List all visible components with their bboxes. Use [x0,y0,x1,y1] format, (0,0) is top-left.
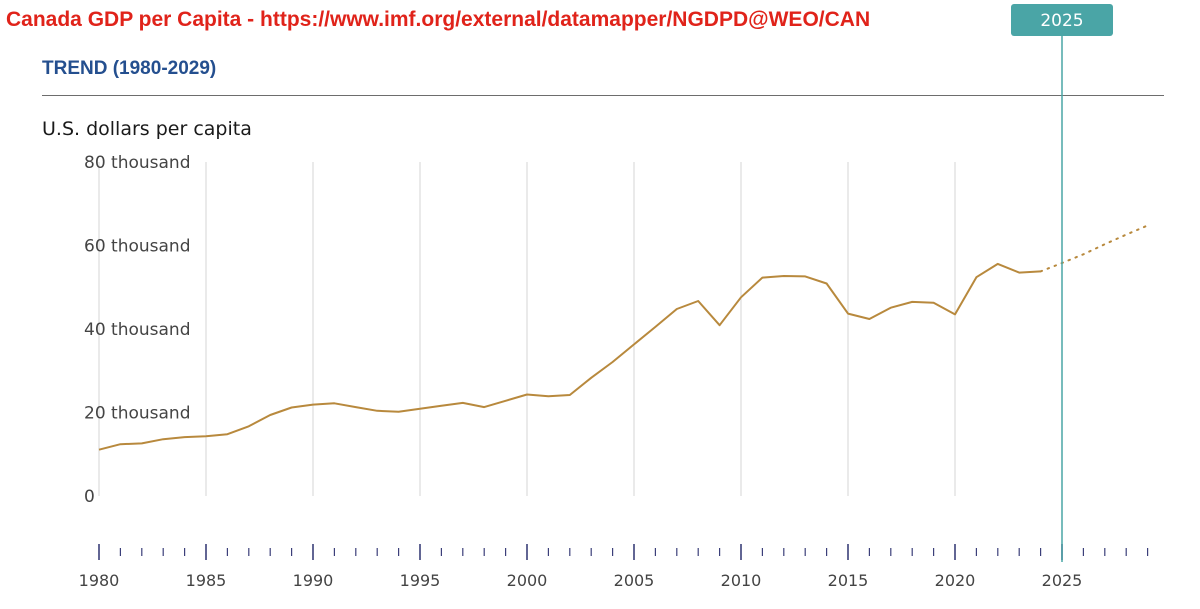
data-point [676,308,678,310]
data-point [719,324,721,326]
data-point [398,411,400,413]
data-point [612,361,614,363]
y-tick-label: 80 thousand [84,153,191,173]
x-tick-label: 2000 [507,571,548,590]
data-point [462,402,464,404]
data-point [933,302,935,304]
chart-subtitle: TREND (1980-2029) [42,58,217,79]
data-point [804,275,806,277]
data-point [1040,270,1042,272]
data-point [184,436,186,438]
x-tick-label: 1990 [293,571,334,590]
data-point [483,406,485,408]
y-tick-label: 20 thousand [84,404,191,424]
data-point [162,438,164,440]
x-tick-label: 2005 [614,571,655,590]
x-tick-label: 1980 [79,571,120,590]
data-point [548,395,550,397]
data-point [441,405,443,407]
x-tick-label: 2020 [935,571,976,590]
data-point [1104,243,1106,245]
data-point [141,442,143,444]
projection-line [1039,224,1149,273]
y-tick-label: 60 thousand [84,237,191,257]
data-point [655,326,657,328]
y-tick-label: 40 thousand [84,320,191,340]
chart-title: Canada GDP per Capita - https://www.imf.… [6,8,871,31]
data-point [376,410,378,412]
data-point [312,404,314,406]
data-point [248,425,250,427]
data-point [334,402,336,404]
data-point [633,344,635,346]
data-point [205,435,207,437]
data-point [911,301,913,303]
data-point [762,277,764,279]
data-point [120,443,122,445]
y-tick-label: 0 [84,487,95,507]
x-tick-label: 1995 [400,571,441,590]
data-point [526,394,528,396]
gdp-line [98,262,1041,451]
current-year-badge [1011,4,1113,36]
data-point [590,377,592,379]
data-point [740,296,742,298]
data-point [826,283,828,285]
data-point [1125,234,1127,236]
data-point [505,400,507,402]
data-point [890,307,892,309]
data-point [291,407,293,409]
data-point [1018,272,1020,274]
data-point [1147,225,1149,227]
data-point [697,300,699,302]
data-point [976,276,978,278]
data-point [1083,253,1085,255]
current-year-badge-label: 2025 [1040,11,1083,31]
data-point [355,406,357,408]
header-divider [42,95,1164,96]
x-tick-label: 2015 [828,571,869,590]
data-point [227,433,229,435]
y-axis-label: U.S. dollars per capita [42,118,252,140]
data-point [269,414,271,416]
data-point [98,449,100,451]
x-tick-label: 1985 [186,571,227,590]
data-point [997,263,999,265]
data-point [954,313,956,315]
data-point [419,408,421,410]
data-point [869,318,871,320]
data-point [569,394,571,396]
data-point [847,313,849,315]
data-point [783,275,785,277]
x-tick-label: 2010 [721,571,762,590]
x-tick-label: 2025 [1042,571,1083,590]
